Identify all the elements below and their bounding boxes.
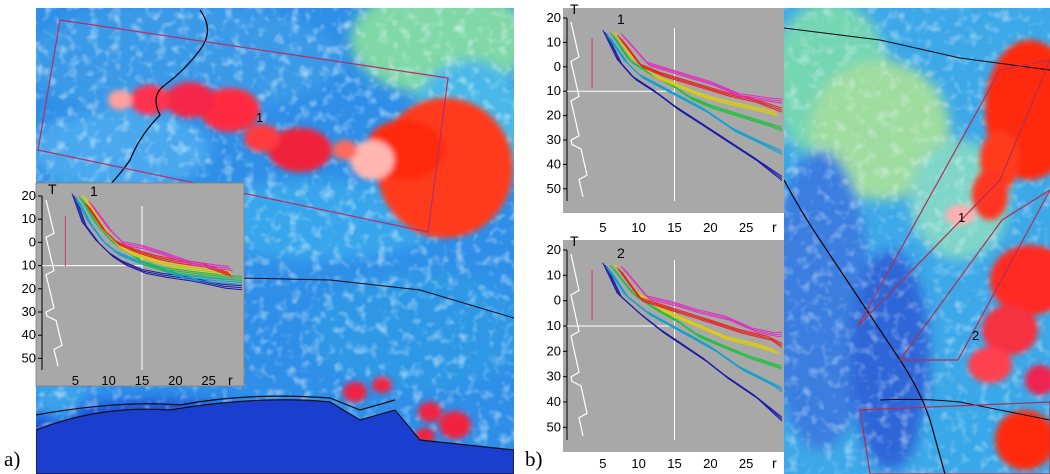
series-line <box>616 34 783 109</box>
series-line <box>617 267 780 355</box>
series-line <box>610 37 783 156</box>
y-tick-label: 50 <box>547 181 561 196</box>
y-tick-label: 10 <box>547 318 561 333</box>
profile-trace <box>45 199 63 367</box>
x-tick-label: 25 <box>201 373 215 388</box>
x-tick-label: 10 <box>101 373 115 388</box>
x-tick-label: 5 <box>72 373 79 388</box>
y-tick-label: 20 <box>547 242 561 257</box>
x-tick-label: 5 <box>599 456 606 471</box>
series-line <box>622 35 783 102</box>
y-axis-label: T <box>570 233 579 249</box>
series-line <box>616 267 783 345</box>
y-tick-label: 10 <box>22 211 36 226</box>
x-axis-label: r <box>772 219 777 235</box>
y-tick-label: 20 <box>547 108 561 123</box>
series-line <box>621 38 783 113</box>
series-line <box>622 267 783 336</box>
y-tick-label: 10 <box>547 34 561 49</box>
map-a-cell-label: 1 <box>256 110 263 125</box>
y-axis-label: T <box>570 1 579 17</box>
series-line <box>606 33 783 181</box>
y-tick-label: 40 <box>547 394 561 409</box>
x-tick-label: 15 <box>667 220 681 235</box>
x-axis-label: r <box>228 372 233 388</box>
series-line <box>82 199 243 281</box>
x-tick-label: 15 <box>135 373 149 388</box>
x-tick-label: 5 <box>599 220 606 235</box>
series-line <box>618 36 783 111</box>
x-axis-label: r <box>772 455 777 471</box>
series-line <box>75 197 243 291</box>
y-tick-label: 30 <box>22 304 36 319</box>
panel-label-b: b) <box>525 447 543 471</box>
series-line <box>610 270 783 393</box>
panel-label-a: a) <box>4 447 21 471</box>
y-tick-label: 0 <box>29 234 36 249</box>
series-line <box>621 271 783 349</box>
chart-b1-plot-area <box>563 8 784 213</box>
y-tick-label: 30 <box>547 369 561 384</box>
y-tick-label: 10 <box>22 258 36 273</box>
y-tick-label: 10 <box>547 267 561 282</box>
x-tick-label: 20 <box>703 220 717 235</box>
series-line <box>606 266 783 422</box>
y-tick-label: 40 <box>22 327 36 342</box>
series-line <box>78 201 243 285</box>
profile-trace <box>570 21 588 198</box>
y-tick-label: 20 <box>547 10 561 25</box>
x-tick-label: 25 <box>739 456 753 471</box>
chart-b2-plot-area <box>563 240 784 452</box>
series-line <box>620 265 783 334</box>
y-tick-label: 20 <box>22 281 36 296</box>
y-tick-label: 50 <box>22 350 36 365</box>
y-tick-label: 20 <box>547 343 561 358</box>
x-tick-label: 15 <box>667 456 681 471</box>
y-tick-label: 40 <box>547 156 561 171</box>
y-tick-label: 0 <box>554 293 561 308</box>
series-line <box>92 205 233 271</box>
plot-label: 1 <box>617 11 625 27</box>
chart-a-1: 50 40 30 20 10 0 10 20 5 10 15 20 25 Tr 1 <box>22 181 243 388</box>
series-line <box>624 37 783 104</box>
satellite-map-b: 1 2 <box>784 8 1050 474</box>
profile-trace <box>570 253 588 437</box>
series-line <box>624 269 783 338</box>
y-tick-label: 0 <box>554 59 561 74</box>
y-tick-label: 10 <box>547 83 561 98</box>
plot-label: 1 <box>90 183 98 199</box>
x-tick-label: 20 <box>168 373 182 388</box>
x-tick-label: 10 <box>631 220 645 235</box>
y-tick-label: 30 <box>547 132 561 147</box>
series-line <box>620 33 783 100</box>
x-tick-label: 20 <box>703 456 717 471</box>
chart-b-2: 50 40 30 20 10 0 10 20 5 10 15 20 25 Tr 2 <box>547 233 783 471</box>
series-line <box>618 269 783 347</box>
series-line <box>613 36 783 132</box>
y-tick-label: 20 <box>22 188 36 203</box>
series-line <box>85 198 233 276</box>
map-b-cell2-label: 2 <box>972 328 979 343</box>
plot-label: 2 <box>617 245 625 261</box>
chart-b-1: 50 40 30 20 10 0 10 20 5 10 15 20 25 Tr 1 <box>547 1 783 235</box>
x-tick-label: 25 <box>739 220 753 235</box>
y-tick-label: 50 <box>547 419 561 434</box>
y-axis-label: T <box>48 181 57 197</box>
x-tick-label: 10 <box>631 456 645 471</box>
map-b-cell1-label: 1 <box>958 210 965 225</box>
chart-a-background <box>35 182 245 387</box>
